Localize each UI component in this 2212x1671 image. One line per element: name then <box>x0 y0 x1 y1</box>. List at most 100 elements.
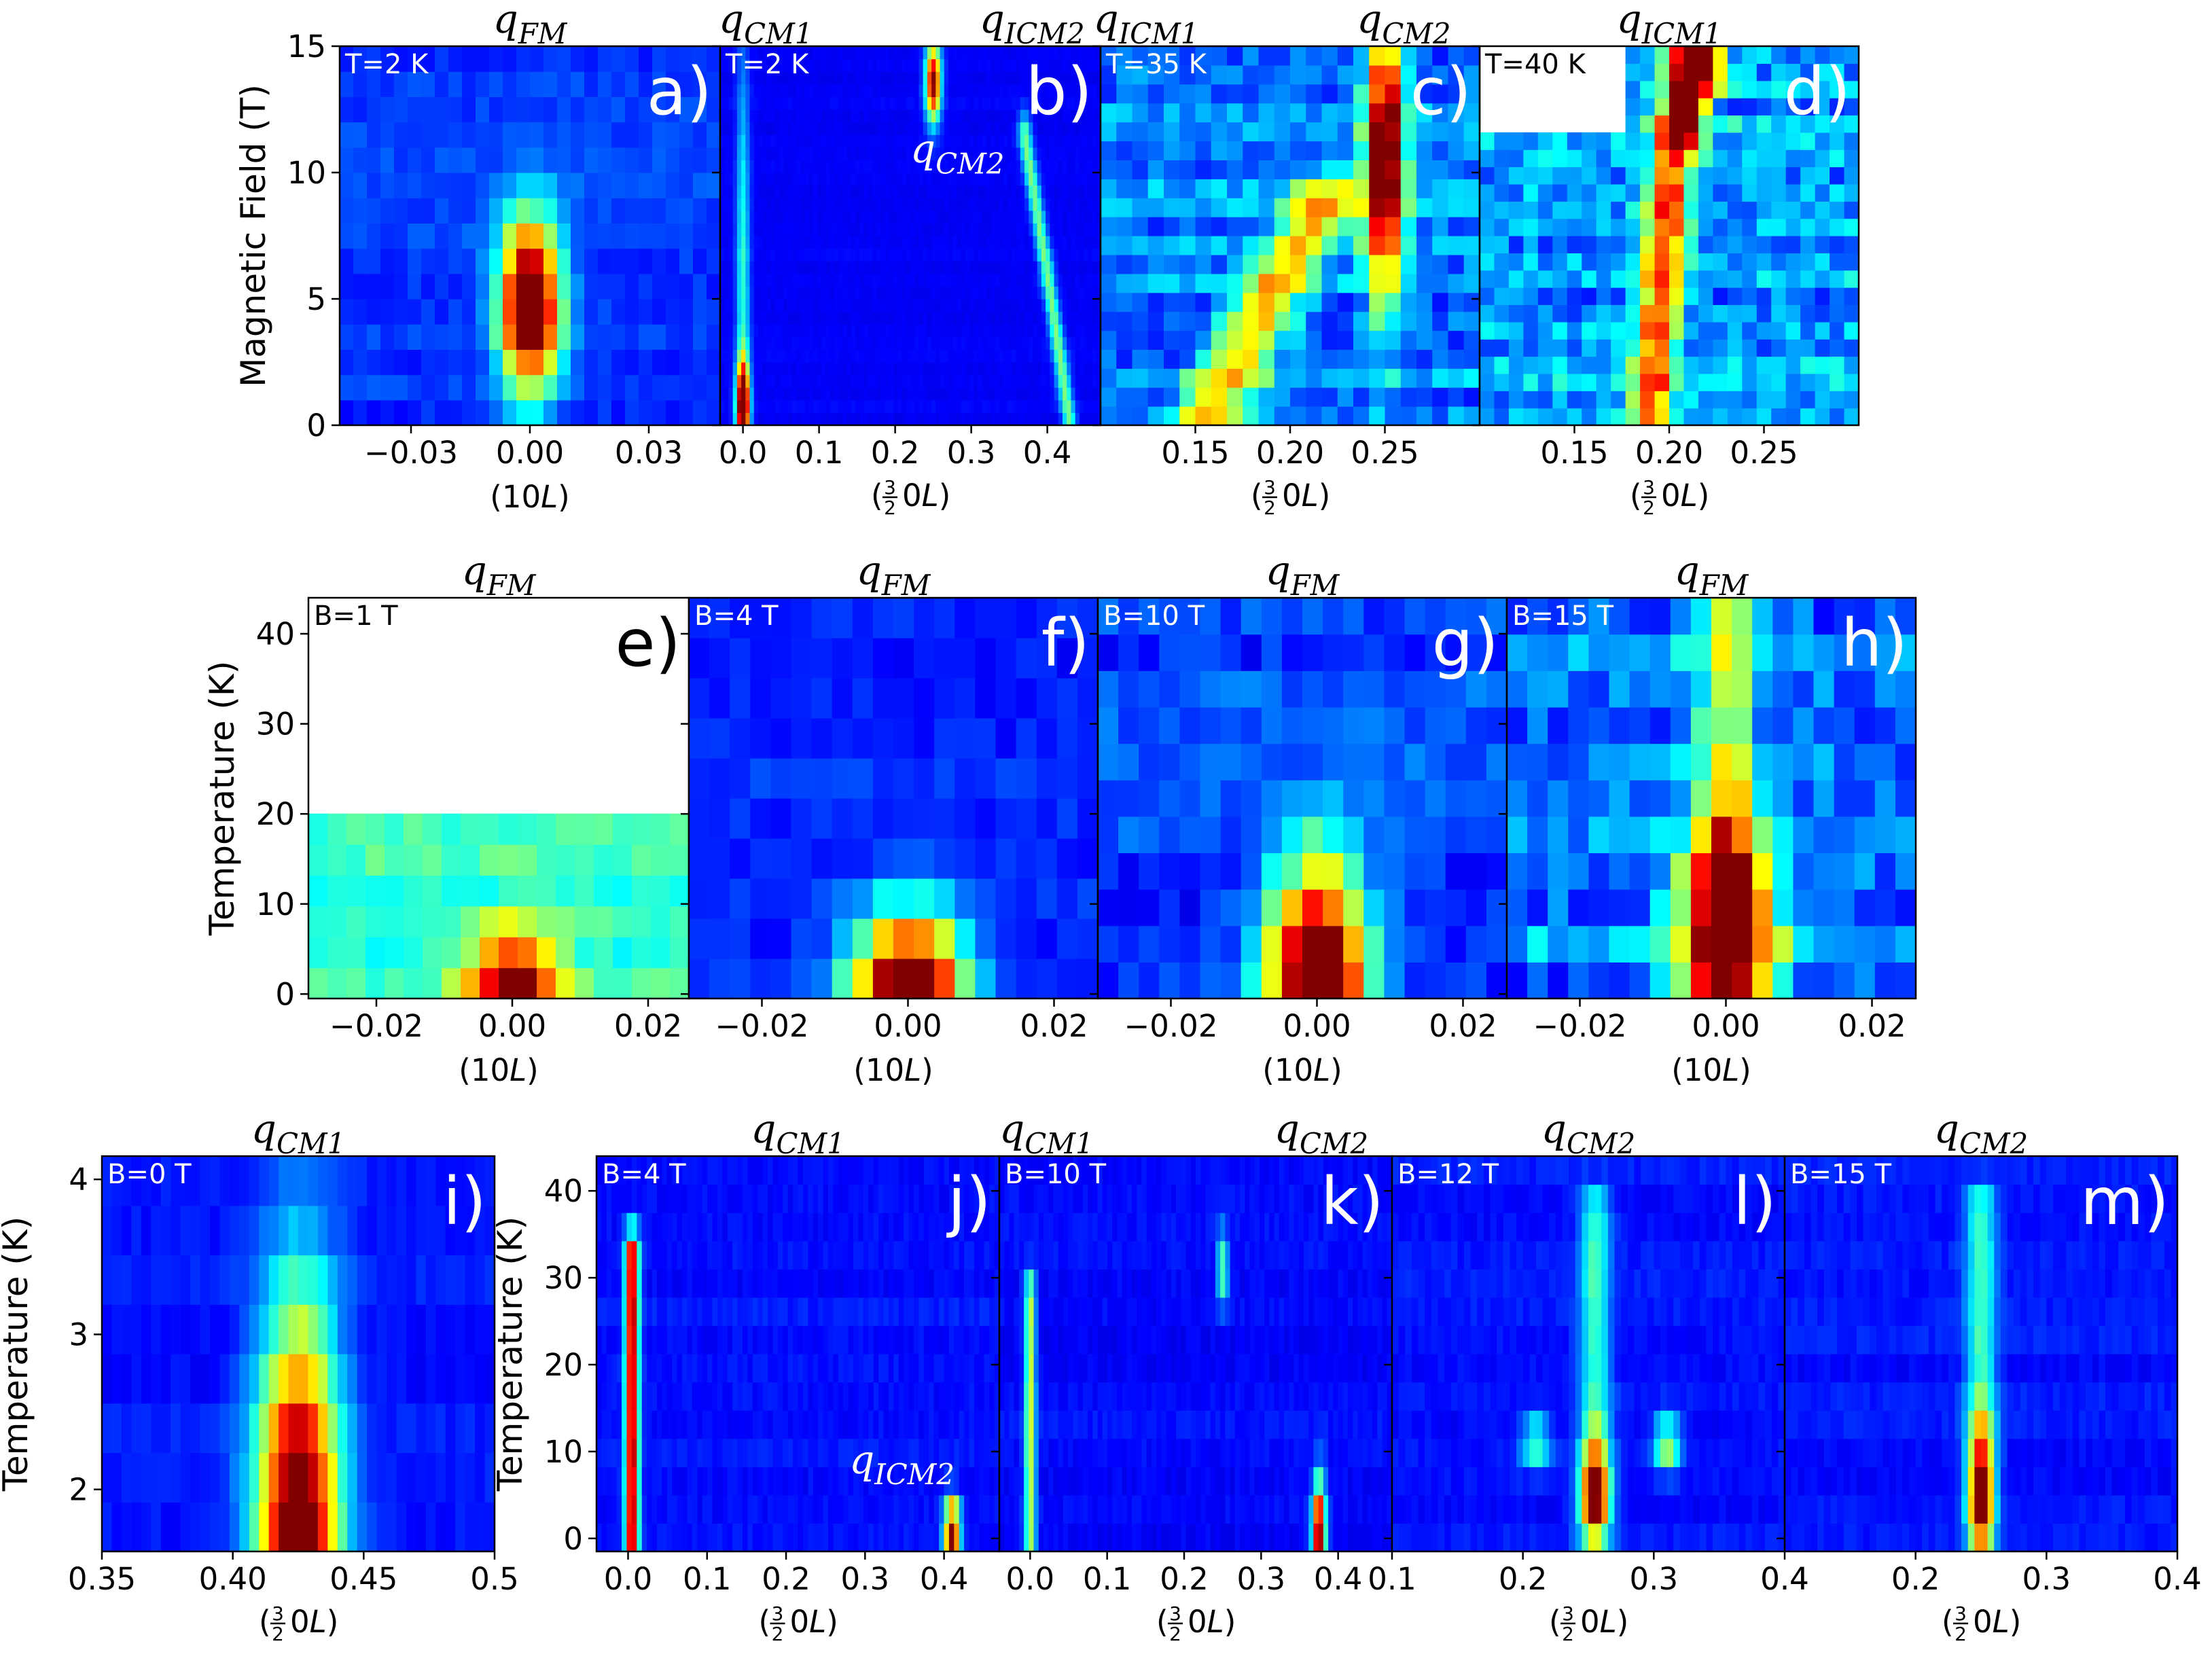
heat-cell <box>741 160 746 173</box>
heat-cell <box>1079 374 1084 388</box>
heat-cell <box>745 84 751 97</box>
heat-cell <box>974 46 979 60</box>
heat-cell <box>1337 103 1354 123</box>
heat-cell <box>914 387 920 401</box>
heat-cell <box>1164 236 1180 255</box>
heat-cell <box>1711 889 1732 927</box>
heat-cell <box>906 147 911 160</box>
heat-cell <box>834 173 839 186</box>
heat-cell <box>800 223 806 236</box>
heat-cell <box>1063 210 1067 223</box>
heat-cell <box>813 336 818 350</box>
heat-cell <box>813 46 818 60</box>
heat-cell <box>974 248 979 262</box>
heat-cell <box>948 362 953 376</box>
heat-cell <box>931 299 936 312</box>
heat-cell <box>995 210 1000 223</box>
heat-cell <box>1611 391 1626 409</box>
heat-cell <box>1353 292 1370 312</box>
heat-cell <box>1727 149 1743 168</box>
heat-cell <box>897 273 903 287</box>
heat-cell <box>1024 273 1029 287</box>
heat-cell <box>791 286 797 300</box>
heat-cell <box>1742 218 1758 236</box>
heat-cell <box>1629 925 1651 963</box>
heat-cell <box>1054 198 1059 211</box>
heat-cell <box>910 362 915 376</box>
heat-cell <box>1084 198 1088 211</box>
heat-cell <box>1101 103 1117 123</box>
heat-cell <box>1258 103 1275 123</box>
heat-cell <box>1037 374 1042 388</box>
heat-cell <box>1274 406 1291 426</box>
heat-cell <box>1625 373 1641 391</box>
heat-cell <box>1075 96 1080 110</box>
heat-cell <box>868 71 873 85</box>
heat-cell <box>1771 408 1787 426</box>
heat-cell <box>1046 71 1050 85</box>
heat-cell <box>821 362 827 376</box>
heat-cell <box>745 173 751 186</box>
heat-cell <box>906 122 911 135</box>
heat-cell <box>1416 198 1433 217</box>
heat-cell <box>367 273 381 300</box>
heat-cell <box>995 160 1000 173</box>
heat-cell <box>724 185 730 198</box>
heat-cell <box>851 58 856 72</box>
heat-cell <box>1785 356 1801 374</box>
heat-cell <box>1486 670 1508 708</box>
heat-cell <box>1016 399 1021 413</box>
heat-cell <box>679 46 694 72</box>
heat-cell <box>462 273 476 300</box>
heat-cell <box>480 937 499 969</box>
heat-cell <box>906 84 911 97</box>
heat-cell <box>779 46 784 60</box>
heat-cell <box>1463 217 1480 236</box>
heat-cell <box>982 299 987 312</box>
heat-cell <box>1058 84 1063 97</box>
heat-cell <box>1067 399 1072 413</box>
heat-cell <box>652 223 666 249</box>
heat-cell <box>1815 63 1830 82</box>
heat-cell <box>1385 122 1402 142</box>
heat-cell <box>995 958 1017 999</box>
heat-cell <box>1041 71 1046 85</box>
heat-cell <box>1067 160 1072 173</box>
heat-cell <box>995 261 1000 274</box>
heat-cell <box>1007 173 1012 186</box>
heat-cell <box>897 96 903 110</box>
heat-cell <box>1195 406 1212 426</box>
heat-cell <box>1494 391 1510 409</box>
heat-cell <box>1195 179 1212 198</box>
heat-cell <box>693 71 707 97</box>
heat-cell <box>749 412 755 426</box>
heat-cell <box>340 399 354 426</box>
heat-cell <box>1609 852 1630 890</box>
heat-cell <box>832 798 853 839</box>
heat-cell <box>991 311 996 325</box>
heat-cell <box>1321 311 1338 331</box>
heat-cell <box>1523 373 1539 391</box>
heat-cell <box>1669 321 1685 340</box>
heat-cell <box>868 134 873 148</box>
heat-cell <box>1625 132 1641 150</box>
heat-cell <box>766 71 772 85</box>
heat-cell <box>1195 198 1212 217</box>
heat-cell <box>872 324 877 338</box>
heat-cell <box>1640 391 1656 409</box>
heat-cell <box>1056 798 1078 839</box>
heat-cell <box>1756 80 1772 98</box>
heat-cell <box>1054 58 1059 72</box>
heat-cell <box>1416 368 1433 388</box>
heat-cell <box>1384 598 1406 635</box>
heat-cell <box>1007 236 1012 249</box>
heat-cell <box>442 813 461 845</box>
heat-cell <box>1727 201 1743 219</box>
heat-cell <box>842 223 848 236</box>
heat-cell <box>462 173 476 198</box>
heat-cell <box>435 324 449 350</box>
heat-cell <box>1611 218 1626 236</box>
heat-cell <box>736 96 742 110</box>
x-tick-label: 0.15 <box>1540 435 1608 471</box>
heat-cell <box>753 109 759 123</box>
